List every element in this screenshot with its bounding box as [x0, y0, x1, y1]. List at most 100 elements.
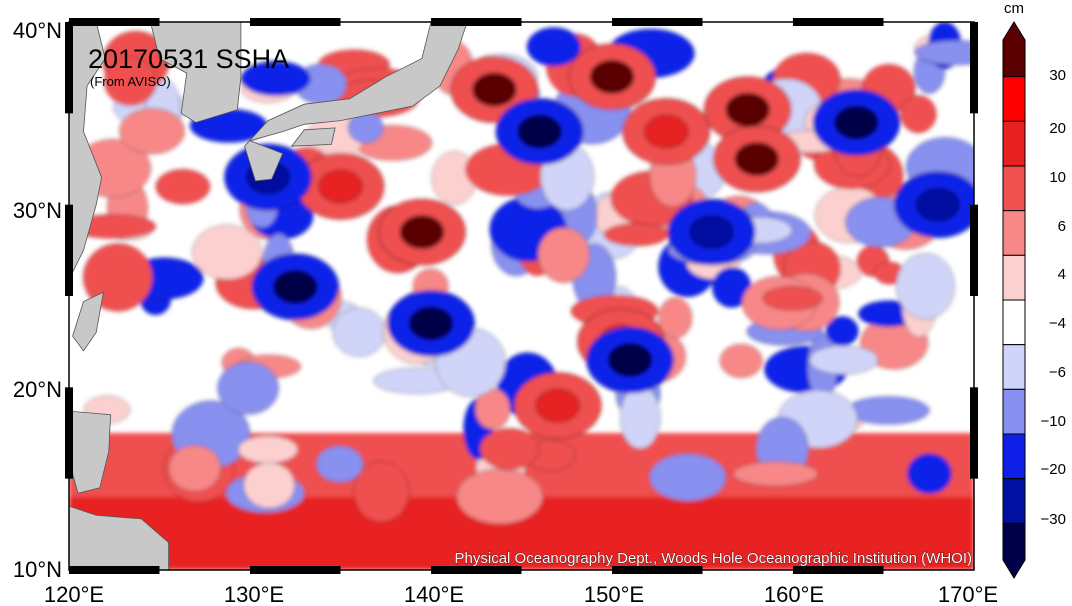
lon-label-120: 120°E — [44, 582, 104, 606]
lat-label-40: 40°N — [13, 18, 62, 43]
anomaly-patch — [332, 307, 386, 357]
colorbar-bin — [1002, 522, 1026, 579]
lon-label-140: 140°E — [404, 582, 464, 606]
cold-eddy-core — [689, 215, 734, 249]
warm-eddy-core — [399, 215, 445, 249]
anomaly-patch — [240, 61, 311, 97]
cb-label-30: 30 — [1049, 67, 1066, 84]
source-note: (From AVISO) — [90, 74, 171, 89]
anomaly-patch — [733, 461, 818, 487]
colorbar-bin — [1002, 165, 1026, 212]
colorbar-bin — [1002, 76, 1026, 122]
cold-eddy-core — [517, 114, 562, 149]
frame-tick — [970, 204, 978, 296]
frame-tick — [970, 22, 978, 114]
cb-label-neg6: −6 — [1049, 364, 1066, 381]
frame-tick — [970, 387, 978, 479]
colorbar-labels: 30 20 10 6 4 −4 −6 −10 −20 −30 — [1041, 67, 1066, 528]
lat-label-10: 10°N — [13, 557, 62, 582]
korea-peninsula — [149, 22, 242, 123]
colorbar-bin — [1002, 210, 1026, 256]
colorbar-bin — [1002, 344, 1026, 390]
anomaly-patch — [603, 223, 669, 247]
cold-eddy-core — [834, 105, 879, 140]
cb-label-neg4: −4 — [1049, 315, 1066, 332]
anomaly-patch — [649, 453, 727, 502]
taiwan-island — [72, 291, 104, 352]
frame-tick — [65, 204, 73, 296]
warm-eddy-core — [644, 114, 689, 149]
anomaly-patch — [479, 428, 540, 470]
lat-label-30: 30°N — [13, 198, 62, 223]
frame-tick — [431, 566, 522, 574]
anomaly-patch — [353, 461, 410, 523]
anomaly-patch — [906, 453, 952, 495]
cb-label-neg30: −30 — [1041, 511, 1066, 528]
lat-label-20: 20°N — [13, 377, 62, 402]
warm-eddy-core — [725, 92, 770, 127]
cold-eddy-core — [273, 270, 318, 304]
warm-eddy-core — [734, 142, 779, 176]
frame-tick — [250, 18, 341, 26]
anomaly-patches — [69, 22, 974, 570]
lon-label-160: 160°E — [764, 582, 824, 606]
cold-eddy-core — [608, 343, 653, 377]
colorbar-bin — [1002, 120, 1026, 167]
anomaly-patch — [168, 444, 222, 492]
anomaly-patch — [619, 385, 661, 449]
frame-tick — [793, 18, 884, 26]
colorbar-bin — [1002, 299, 1026, 346]
anomaly-patch — [243, 462, 296, 509]
anomaly-patch — [537, 227, 590, 283]
colorbar: cm 30 20 10 6 4 −4 −6 −10 −20 −30 — [1002, 0, 1066, 579]
warm-eddy-core — [318, 169, 363, 204]
frame-tick — [431, 18, 522, 26]
frame-tick — [69, 18, 160, 26]
warm-eddy-core — [472, 72, 517, 107]
colorbar-bin — [1002, 21, 1026, 78]
cb-label-4: 4 — [1058, 266, 1066, 283]
frame-tick — [612, 18, 703, 26]
frame-tick — [612, 566, 703, 574]
anomaly-patch — [900, 95, 937, 133]
cb-label-10: 10 — [1049, 169, 1066, 186]
cb-label-neg10: −10 — [1041, 413, 1066, 430]
map-title: 20170531 SSHA — [88, 44, 289, 74]
colorbar-bins — [1002, 21, 1026, 579]
anomaly-patch — [155, 169, 211, 205]
japan-islands — [244, 22, 468, 182]
anomaly-patch — [119, 108, 185, 155]
anomaly-patch — [895, 253, 955, 320]
anomaly-patch — [237, 435, 298, 464]
frame-tick — [793, 566, 884, 574]
anomaly-patch — [846, 396, 930, 425]
luzon-island — [69, 410, 112, 494]
lon-label-170: 170°E — [938, 582, 998, 606]
cb-label-6: 6 — [1058, 218, 1066, 235]
frame-tick — [250, 566, 341, 574]
credit-text: Physical Oceanography Dept., Woods Hole … — [455, 550, 972, 567]
anomaly-patch — [658, 297, 693, 339]
ssha-field — [69, 22, 974, 570]
cb-label-20: 20 — [1049, 120, 1066, 137]
china-coast — [69, 22, 106, 334]
land-mass — [69, 22, 468, 570]
colorbar-bin — [1002, 388, 1026, 435]
warm-eddy-core — [589, 60, 635, 94]
anomaly-patch — [217, 361, 279, 415]
lon-label-150: 150°E — [584, 582, 644, 606]
anomaly-patch — [316, 445, 364, 483]
warm-eddy-core — [535, 388, 580, 423]
anomaly-patch — [914, 40, 974, 66]
shikoku-island — [290, 127, 336, 147]
cb-label-neg20: −20 — [1041, 461, 1066, 478]
philippines-islands — [69, 505, 169, 570]
anomaly-patch — [526, 27, 581, 67]
cold-eddy-core — [408, 306, 454, 341]
anomaly-patch — [762, 286, 823, 311]
map-frame-ticks — [65, 18, 978, 574]
cold-eddy-core — [915, 187, 960, 222]
anomaly-patch — [104, 56, 157, 106]
axis-labels: 120°E 130°E 140°E 150°E 160°E 170°E 40°N… — [13, 18, 998, 606]
